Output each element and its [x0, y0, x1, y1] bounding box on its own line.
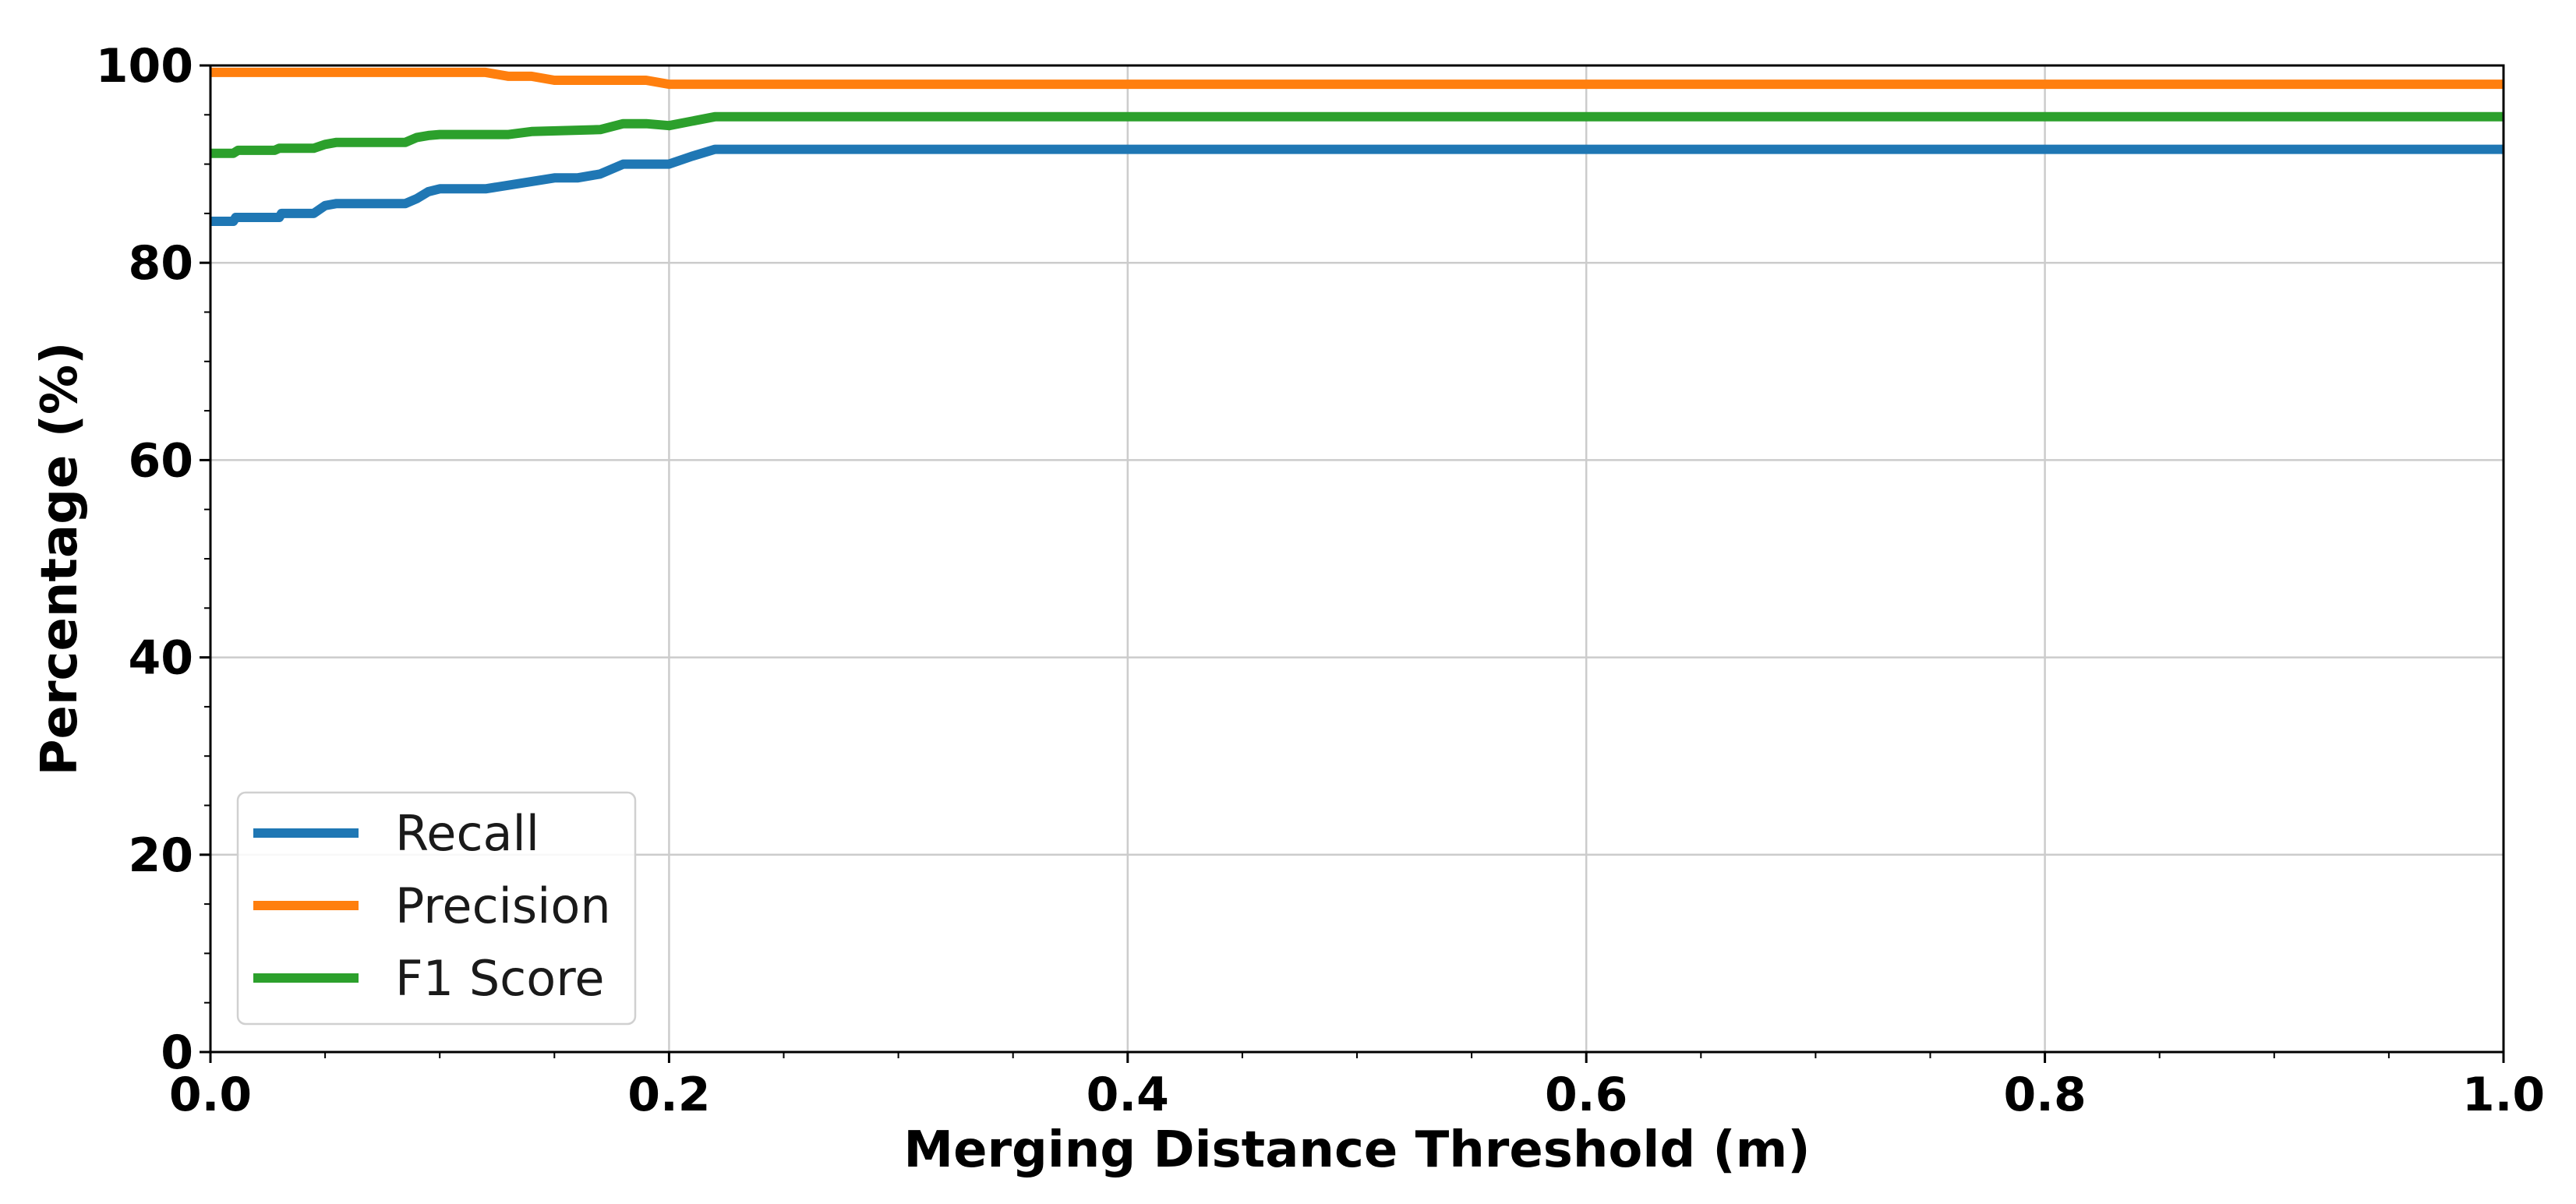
series-line-f1-score — [210, 111, 2504, 158]
data-series — [210, 67, 2504, 226]
x-tick-label: 0.8 — [2003, 1068, 2086, 1122]
x-tick-label: 0.0 — [169, 1068, 252, 1122]
series-line-precision — [210, 67, 2504, 90]
y-axis-label: Percentage (%) — [31, 342, 89, 776]
legend-label: F1 Score — [395, 950, 604, 1007]
x-tick-label: 0.6 — [1545, 1068, 1627, 1122]
axes — [200, 64, 2505, 1063]
x-tick-label: 1.0 — [2462, 1068, 2545, 1122]
y-tick-label: 0 — [161, 1026, 193, 1080]
y-tick-label: 20 — [129, 828, 194, 883]
y-tick-label: 60 — [129, 433, 194, 488]
series-line-recall — [210, 144, 2504, 226]
y-tick-label: 80 — [129, 236, 194, 291]
y-tick-label: 100 — [96, 39, 193, 94]
legend-label: Precision — [395, 877, 611, 934]
x-tick-label: 0.2 — [627, 1068, 710, 1122]
y-tick-label: 40 — [129, 631, 194, 686]
x-tick-label: 0.4 — [1087, 1068, 1169, 1122]
plot-frame — [209, 64, 2505, 1054]
legend-label: Recall — [395, 805, 539, 862]
tick-labels: 0.0 0.2 0.4 0.6 0.8 1.0 0 20 40 60 80 100 — [96, 39, 2545, 1122]
legend-box — [236, 791, 637, 1026]
x-axis-label: Merging Distance Threshold (m) — [903, 1121, 1810, 1179]
legend: Recall Precision F1 Score — [236, 791, 637, 1026]
